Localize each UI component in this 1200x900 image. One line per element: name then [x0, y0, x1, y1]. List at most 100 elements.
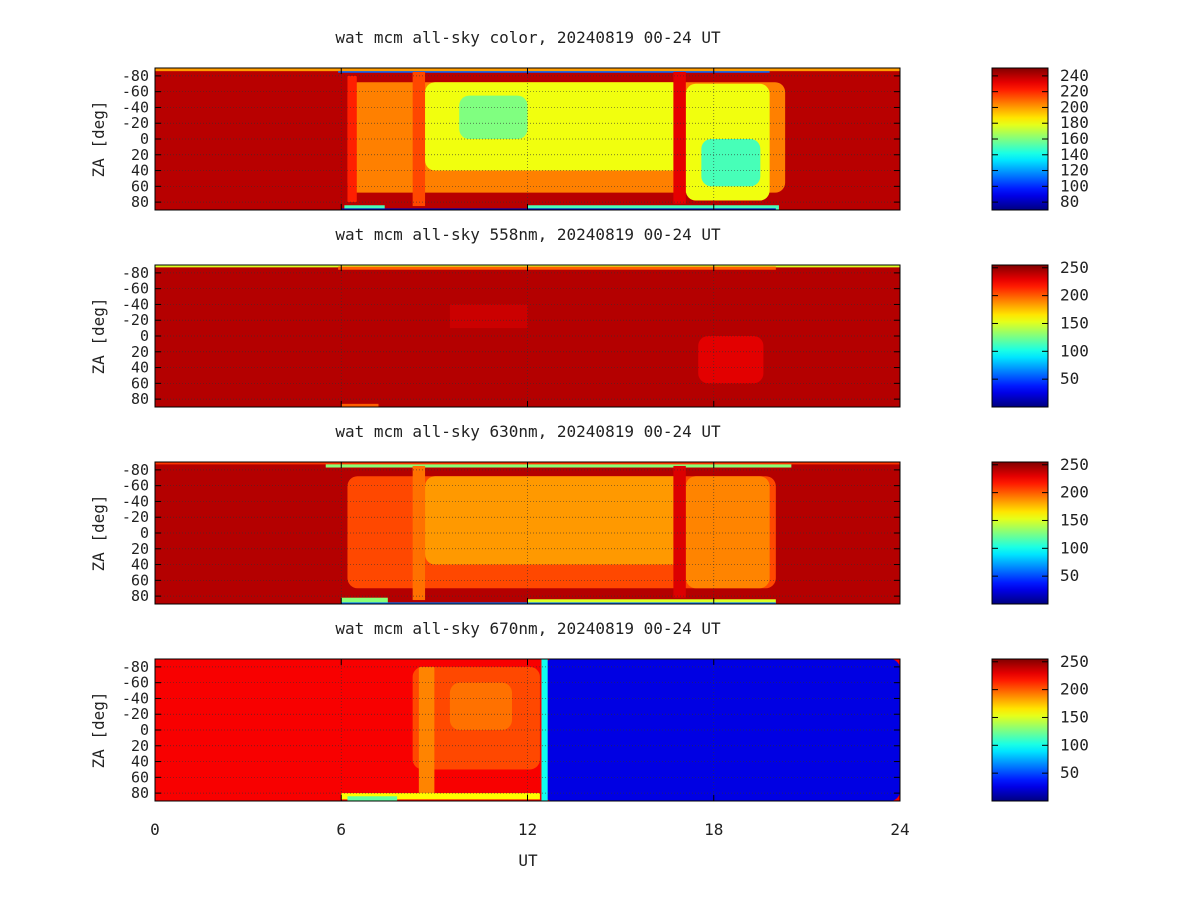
heatmap-region-1 — [338, 266, 776, 270]
grid — [155, 659, 900, 801]
heatmap-region-9 — [341, 602, 776, 604]
y-tick-label: -80 — [122, 461, 149, 479]
grid — [155, 68, 900, 210]
colorbar-tick-label: 200 — [1060, 680, 1089, 699]
colorbar: 50 100 150 200 250 — [991, 258, 1089, 408]
heatmap-region-4 — [425, 476, 683, 565]
x-tick-label: 12 — [518, 820, 537, 839]
y-tick-label: 40 — [131, 556, 149, 574]
colorbar-tick-label: 150 — [1060, 510, 1089, 529]
colorbar-tick-label: 80 — [1060, 192, 1079, 211]
colorbar-tick-label: 100 — [1060, 538, 1089, 557]
y-tick-label: -40 — [122, 98, 149, 116]
grid — [155, 462, 900, 604]
heatmap-region-0 — [325, 462, 792, 468]
y-tick-label: 60 — [131, 571, 149, 589]
heatmap-region-4 — [341, 403, 379, 407]
heatmap-region-5 — [685, 476, 770, 589]
y-tick-label: 20 — [131, 540, 149, 558]
y-tick-label: -60 — [122, 83, 149, 101]
x-tick-label: 0 — [150, 820, 160, 839]
y-tick-label: 40 — [131, 359, 149, 377]
colorbar-tick-label: 220 — [1060, 82, 1089, 101]
heatmap-region-7 — [341, 597, 388, 604]
heatmap-region-3 — [698, 336, 764, 384]
colorbar: 50 100 150 200 250 — [991, 455, 1089, 605]
y-axis-label: ZA [deg] — [89, 691, 108, 768]
heatmap-region-5 — [341, 793, 540, 800]
y-axis-label: ZA [deg] — [89, 100, 108, 177]
x-tick-label: 18 — [704, 820, 723, 839]
heatmap-region-4 — [412, 71, 426, 207]
y-axis-label: ZA [deg] — [89, 494, 108, 571]
y-tick-label: -40 — [122, 295, 149, 313]
grid — [155, 265, 900, 407]
y-tick-label: 20 — [131, 146, 149, 164]
y-tick-label: -80 — [122, 67, 149, 85]
x-tick-label: 6 — [336, 820, 346, 839]
y-tick-label: 0 — [140, 327, 149, 345]
colorbar-gradient — [991, 264, 1049, 408]
heatmap-region-6 — [673, 465, 686, 598]
y-tick-label: -80 — [122, 658, 149, 676]
y-tick-label: 40 — [131, 162, 149, 180]
y-tick-label: 20 — [131, 343, 149, 361]
colorbar-tick-label: 200 — [1060, 483, 1089, 502]
y-axis-label: ZA [deg] — [89, 297, 108, 374]
colorbar-gradient — [991, 461, 1049, 605]
heatmap-region-3 — [418, 666, 435, 798]
colorbar-tick-label: 150 — [1060, 707, 1089, 726]
y-tick-label: 40 — [131, 753, 149, 771]
y-tick-label: 20 — [131, 737, 149, 755]
colorbar-tick-label: 50 — [1060, 763, 1079, 782]
y-tick-label: 80 — [131, 587, 149, 605]
heatmap-region-11 — [527, 205, 779, 210]
heatmap-region-3 — [347, 75, 357, 203]
panel-title: wat mcm all-sky 670nm, 20240819 00-24 UT — [335, 619, 721, 638]
heatmap-region-12 — [341, 208, 776, 210]
colorbar: 50 100 150 200 250 — [991, 652, 1089, 802]
y-tick-label: 0 — [140, 130, 149, 148]
y-tick-label: 0 — [140, 721, 149, 739]
heatmap-region-1 — [541, 659, 548, 801]
y-tick-label: -60 — [122, 674, 149, 692]
colorbar-tick-label: 250 — [1060, 455, 1089, 474]
heatmap-region-8 — [701, 139, 761, 187]
colorbar-tick-label: 240 — [1060, 66, 1089, 85]
heatmap-region-10 — [344, 205, 385, 210]
y-tick-label: 60 — [131, 374, 149, 392]
y-tick-label: -40 — [122, 689, 149, 707]
y-tick-label: 80 — [131, 784, 149, 802]
y-tick-label: -20 — [122, 508, 149, 526]
colorbar-tick-label: 140 — [1060, 145, 1089, 164]
y-tick-label: 80 — [131, 193, 149, 211]
colorbar-tick-label: 250 — [1060, 258, 1089, 277]
colorbar-tick-label: 120 — [1060, 161, 1089, 180]
y-tick-label: -60 — [122, 477, 149, 495]
heatmap-region-0 — [543, 659, 900, 801]
y-tick-label: -40 — [122, 492, 149, 510]
x-tick-label: 24 — [890, 820, 909, 839]
colorbar-tick-label: 250 — [1060, 652, 1089, 671]
y-tick-label: -20 — [122, 114, 149, 132]
colorbar-tick-label: 50 — [1060, 566, 1079, 585]
x-axis-label: UT — [518, 851, 538, 870]
y-tick-label: -60 — [122, 280, 149, 298]
panel-title: wat mcm all-sky 558nm, 20240819 00-24 UT — [335, 225, 721, 244]
heatmap-region-6 — [459, 95, 528, 139]
colorbar-tick-label: 200 — [1060, 97, 1089, 116]
heatmap-region-9 — [673, 71, 686, 204]
y-tick-label: 60 — [131, 177, 149, 195]
y-tick-label: -20 — [122, 311, 149, 329]
colorbar-gradient — [991, 658, 1049, 802]
heatmap-region-8 — [527, 599, 776, 604]
y-tick-label: -80 — [122, 264, 149, 282]
y-tick-label: 0 — [140, 524, 149, 542]
heatmap-region-6 — [347, 796, 398, 801]
